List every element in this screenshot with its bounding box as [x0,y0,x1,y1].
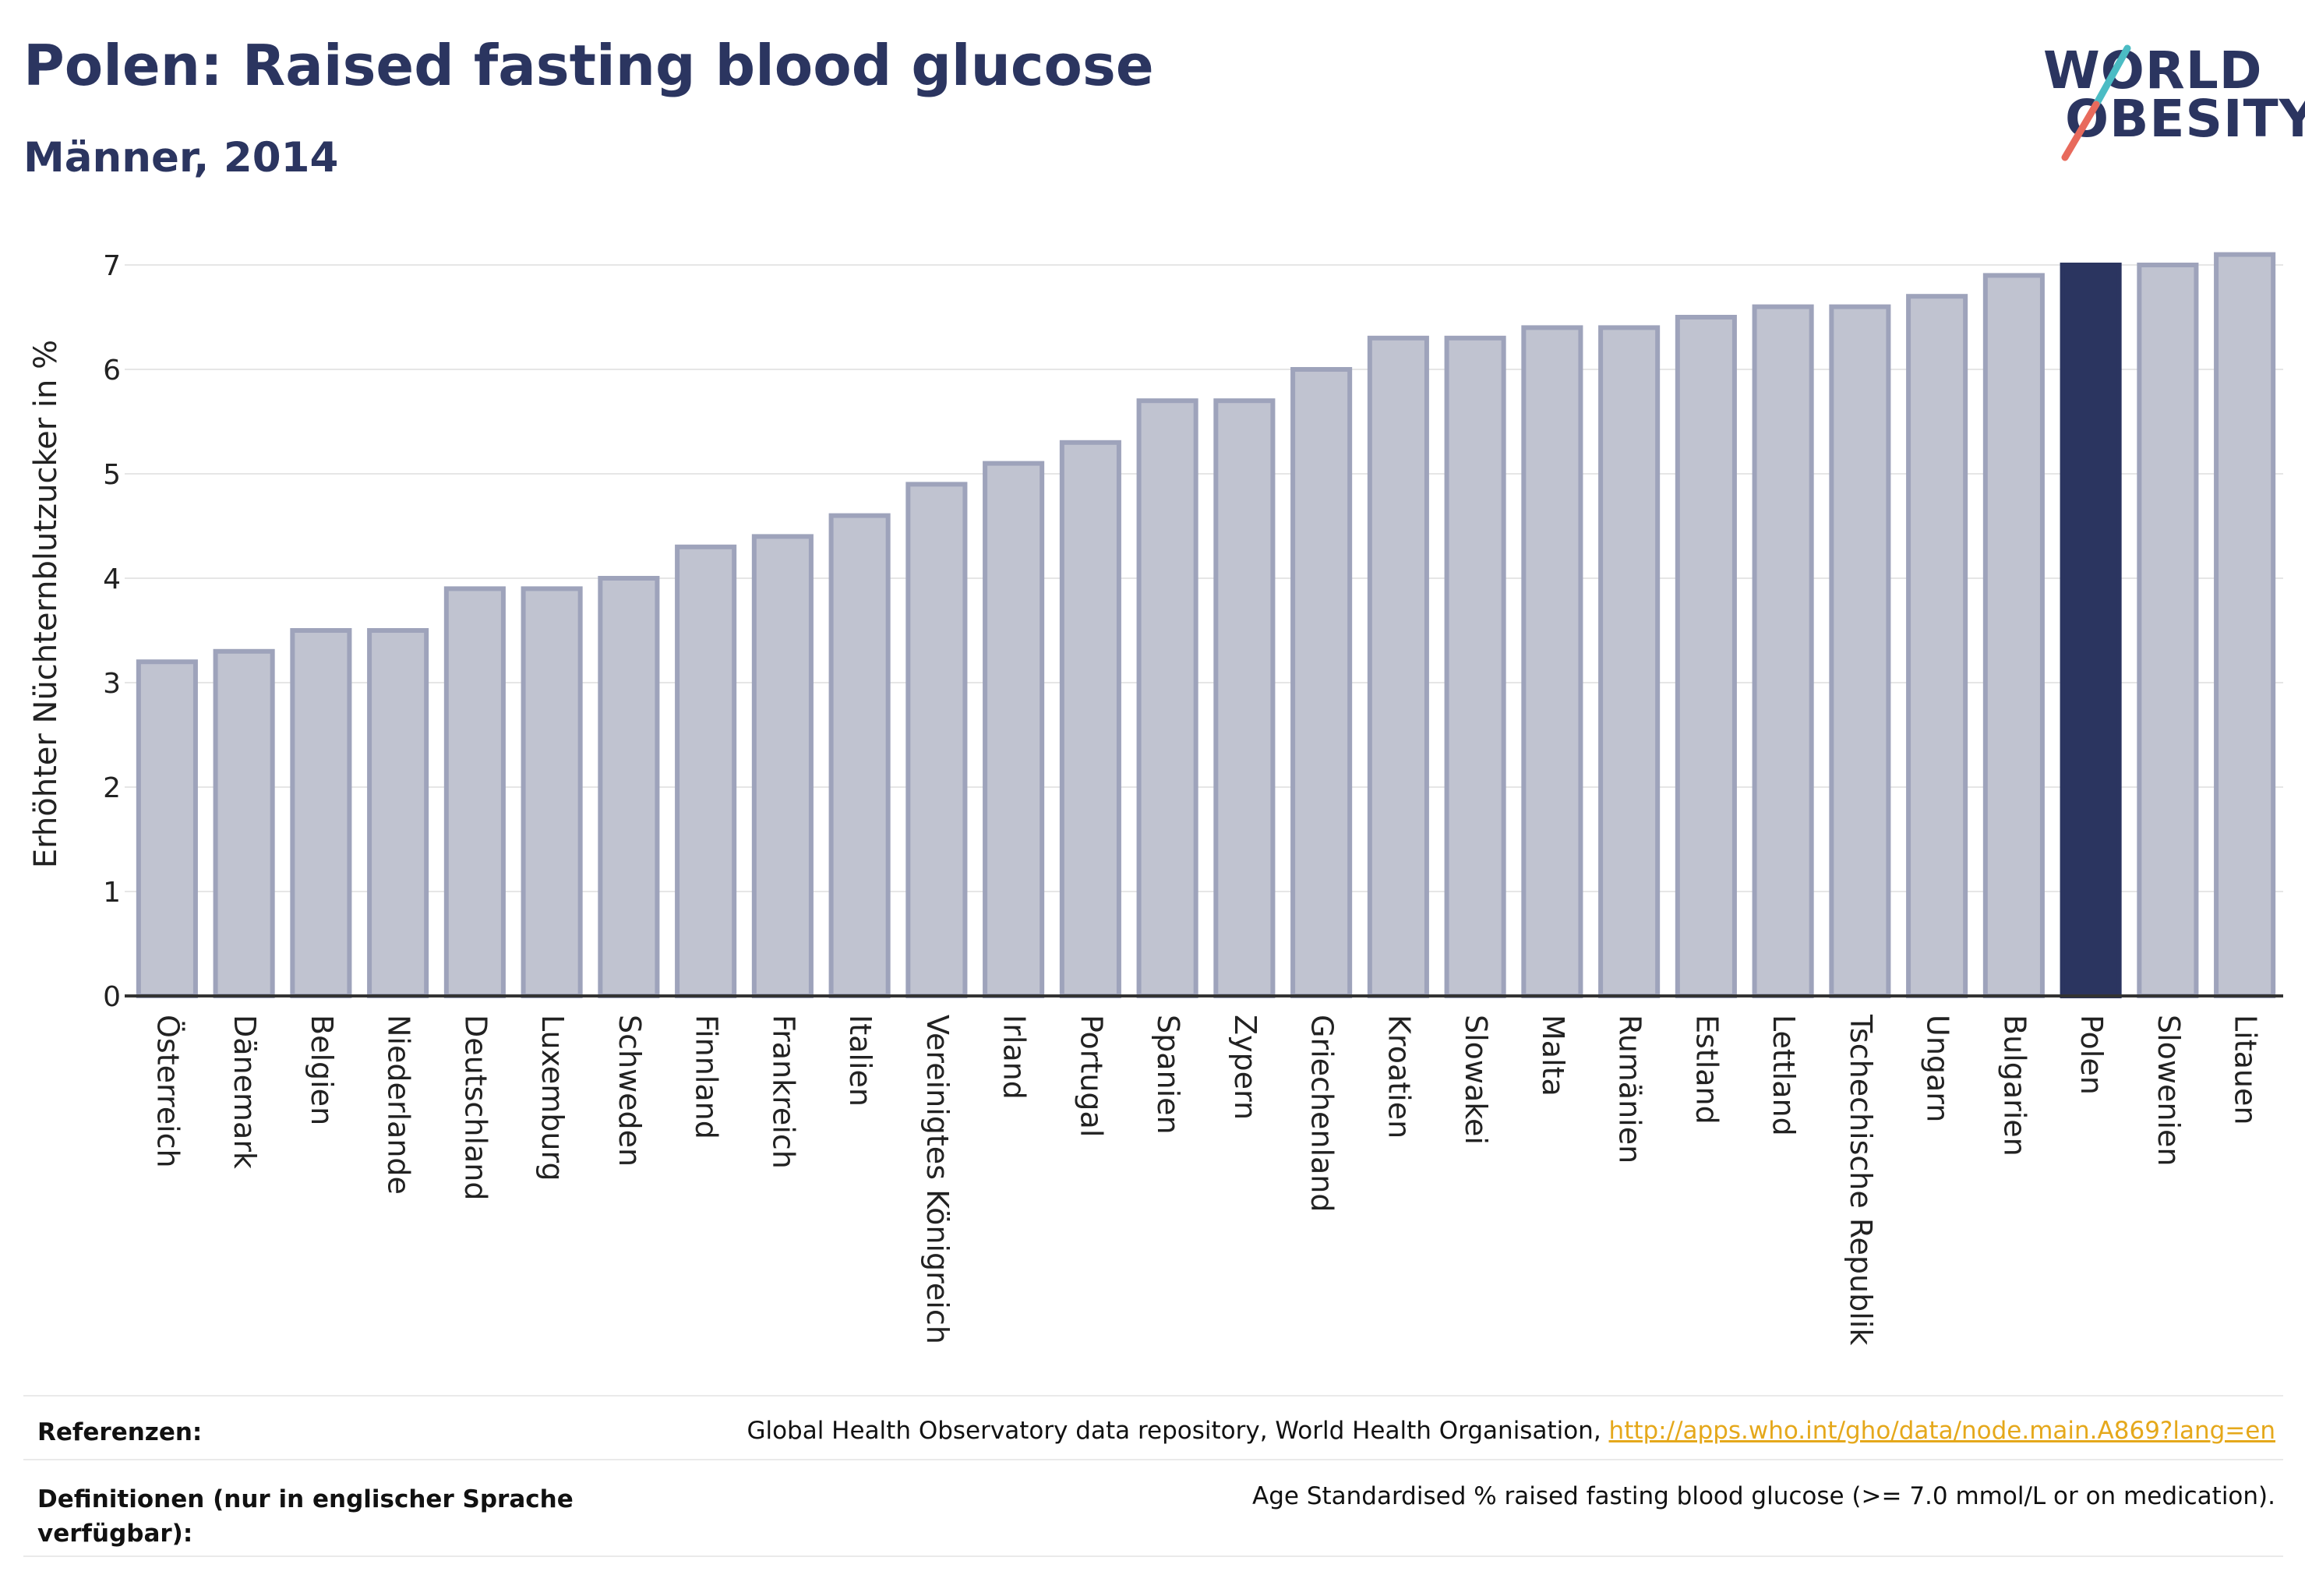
y-axis-label: Erhöhter Nüchternblutzucker in % [28,340,64,868]
bar-frankreich [751,534,814,998]
x-tick-label: Dänemark [228,1015,262,1169]
bar-slowenien [2137,263,2199,998]
chart-subtitle: Männer, 2014 [23,134,339,182]
x-tick-label: Belgien [305,1015,339,1125]
chart-title: Polen: Raised fasting blood glucose [23,33,1154,98]
x-tick-label: Slowenien [2151,1015,2186,1167]
y-tick-label: 6 [103,355,121,387]
x-tick-label: Litauen [2229,1015,2263,1125]
bar-malta [1521,325,1583,998]
x-tick-label: Spanien [1151,1015,1185,1135]
bar-finnland [675,544,737,998]
x-tick-label: Zypern [1228,1015,1262,1120]
footer-divider-top [23,1395,2283,1396]
footer-divider-bottom [23,1555,2283,1557]
x-tick-label: Österreich [150,1015,185,1168]
x-tick-label: Portugal [1074,1015,1108,1137]
y-tick-label: 4 [103,563,121,595]
bar-niederlande [367,628,429,998]
y-tick-label: 3 [103,668,121,700]
x-tick-label: Finnland [690,1015,724,1139]
x-tick-label: Irland [997,1015,1032,1100]
bar-belgien [290,628,352,998]
axes: 0 1 2 3 4 5 6 7 Österreich Dänemark Belgien Niederl… [103,250,2283,1345]
x-tick-label: Griechenland [1305,1015,1340,1213]
bar-estland [1675,315,1737,998]
world-obesity-logo: WORLD OBESITY [2034,41,2305,165]
x-tick-label: Kroatien [1382,1015,1416,1139]
logo-word-world: WORLD [2043,41,2263,101]
definitions-label: Definitionen (nur in englischer Sprache … [37,1485,574,1548]
references-label: Referenzen: [37,1418,203,1446]
x-tick-label: Slowakei [1459,1015,1493,1145]
x-tick-label: Niederlande [382,1015,416,1195]
references-text: Global Health Observatory data repositor… [747,1417,2275,1445]
bar-spanien [1136,398,1198,998]
bar-ungarn [1906,294,1968,998]
x-tick-label: Vereinigtes Königreich [920,1015,955,1344]
bar-tschechische-republik [1829,304,1891,999]
x-tick-label: Deutschland [458,1015,492,1200]
x-tick-label: Lettland [1767,1015,1801,1136]
bars [136,252,2276,999]
x-tick-label: Frankreich [766,1015,800,1169]
x-tick-label: Estland [1689,1015,1724,1125]
definitions-text: Age Standardised % raised fasting blood … [1252,1482,2275,1510]
bar-chart: 0 1 2 3 4 5 6 7 Österreich Dänemark Belgien Niederl… [28,250,2283,1345]
y-tick-label: 2 [103,772,121,804]
x-tick-label: Polen [2074,1015,2109,1095]
bar-litauen [2214,252,2276,999]
x-tick-label: Schweden [612,1015,647,1167]
x-tick-label: Rumänien [1613,1015,1647,1163]
bar-rumänien [1598,325,1661,998]
x-tick-label: Tschechische Republik [1844,1014,1878,1345]
bar-lettland [1752,304,1814,999]
bar-slowakei [1444,335,1506,998]
footer-divider-middle [23,1459,2283,1460]
bar-griechenland [1290,367,1353,998]
y-tick-label: 0 [103,981,121,1013]
bar-irland [983,461,1045,998]
bar-vereinigtes-königreich [905,482,968,998]
logo-word-obesity: OBESITY [2065,89,2305,149]
y-tick-label: 1 [103,877,121,909]
x-tick-label: Malta [1536,1015,1570,1096]
references-source: Global Health Observatory data repositor… [747,1417,1609,1445]
bar-schweden [598,576,660,998]
references-link[interactable]: http://apps.who.int/gho/data/node.main.A… [1608,1417,2275,1445]
bar-dänemark [213,648,275,998]
logo-slash-icon [2061,44,2131,161]
bar-bulgarien [1982,273,2045,998]
bar-portugal [1059,440,1121,998]
bar-österreich [136,659,198,998]
bar-polen [2060,263,2122,998]
bar-italien [828,513,891,998]
bar-luxemburg [521,586,583,998]
bar-zypern [1213,398,1276,998]
bar-deutschland [443,586,506,998]
x-tick-label: Ungarn [1921,1015,1955,1122]
x-tick-label: Italien [843,1015,877,1107]
y-tick-label: 7 [103,250,121,282]
y-tick-label: 5 [103,459,121,491]
x-tick-label: Luxemburg [535,1015,570,1181]
bar-kroatien [1367,335,1429,998]
x-tick-label: Bulgarien [1997,1015,2031,1156]
